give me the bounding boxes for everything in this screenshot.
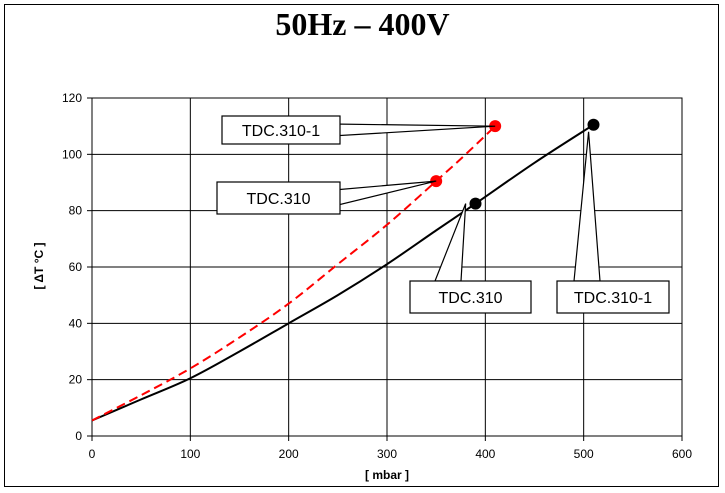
callout-box bbox=[221, 115, 341, 145]
x-tick-label: 600 bbox=[672, 447, 692, 461]
x-axis-label: [ mbar ] bbox=[365, 468, 409, 482]
callout-label: TDC.310 bbox=[246, 191, 310, 208]
y-tick-label: 0 bbox=[75, 429, 82, 443]
y-tick-label: 80 bbox=[69, 204, 83, 218]
y-tick-label: 60 bbox=[69, 260, 83, 274]
x-tick-label: 400 bbox=[475, 447, 495, 461]
callout-box bbox=[216, 181, 341, 215]
callout-pointer bbox=[331, 123, 496, 137]
y-tick-label: 120 bbox=[62, 91, 82, 105]
y-tick-label: 100 bbox=[62, 147, 82, 161]
series-line-black bbox=[91, 123, 595, 422]
y-axis-label: [ ΔT °C ] bbox=[32, 243, 46, 290]
series-line-red-dashed bbox=[91, 125, 496, 422]
callout-box bbox=[409, 280, 532, 314]
x-tick-label: 100 bbox=[180, 447, 200, 461]
y-tick-label: 20 bbox=[69, 373, 83, 387]
y-tick-label: 40 bbox=[69, 316, 83, 330]
chart-title: 50Hz – 400V bbox=[275, 6, 450, 42]
x-tick-label: 300 bbox=[377, 447, 397, 461]
callout-pointer bbox=[434, 203, 467, 282]
callout-box bbox=[556, 280, 670, 314]
callout-label: TDC.310 bbox=[438, 290, 502, 307]
callout-label: TDC.310-1 bbox=[242, 123, 320, 140]
data-marker bbox=[469, 197, 482, 210]
callout-label: TDC.310-1 bbox=[574, 290, 652, 307]
x-tick-label: 200 bbox=[279, 447, 299, 461]
callout-pointer bbox=[333, 180, 437, 207]
x-tick-label: 500 bbox=[574, 447, 594, 461]
x-tick-label: 0 bbox=[89, 447, 96, 461]
data-marker bbox=[587, 118, 600, 131]
